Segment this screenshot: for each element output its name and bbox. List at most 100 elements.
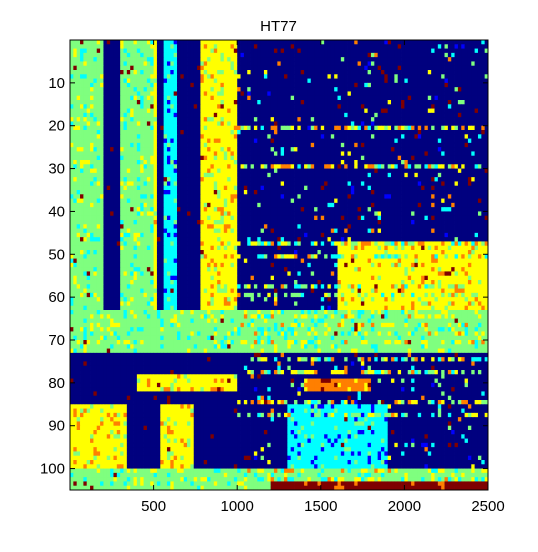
heatmap-cell (187, 117, 191, 122)
heatmap-cell (294, 44, 298, 49)
heatmap-cell (344, 87, 348, 92)
heatmap-cell (344, 48, 348, 54)
heatmap-cell (324, 91, 328, 97)
heatmap-cell (250, 134, 255, 139)
heatmap-cell (467, 202, 472, 208)
heatmap-cell (233, 100, 238, 105)
heatmap-cell (277, 194, 282, 199)
heatmap-cell (180, 78, 185, 84)
heatmap-cell (280, 190, 285, 195)
heatmap-cell (431, 61, 435, 67)
heatmap-cell (190, 130, 195, 135)
heatmap-cell (193, 168, 198, 174)
heatmap-cell (411, 57, 415, 62)
heatmap-cell (116, 70, 121, 75)
heatmap-cell (90, 57, 94, 62)
heatmap-cell (414, 87, 419, 92)
heatmap-cell (354, 87, 358, 92)
heatmap-cell (317, 160, 322, 165)
heatmap-cell (461, 181, 465, 187)
heatmap-cell (447, 134, 452, 139)
heatmap-cell (207, 151, 211, 157)
heatmap-cell (317, 181, 322, 187)
heatmap-cell (253, 194, 258, 199)
heatmap-cell (404, 138, 409, 144)
heatmap-cell (417, 168, 422, 174)
heatmap-cell (320, 185, 325, 191)
heatmap-cell (80, 198, 84, 204)
heatmap-cell (100, 160, 104, 165)
heatmap-cell (297, 207, 302, 212)
heatmap-cell (320, 207, 325, 212)
heatmap-cell (304, 121, 308, 127)
heatmap-cell (250, 121, 255, 127)
heatmap-cell (210, 117, 215, 122)
heatmap-cell (377, 121, 382, 127)
heatmap-cell (447, 108, 452, 114)
heatmap-cell (153, 164, 158, 169)
heatmap-cell (444, 125, 449, 131)
heatmap-cell (387, 177, 392, 182)
heatmap-cell (197, 44, 201, 49)
heatmap-cell (207, 57, 211, 62)
heatmap-cell (277, 44, 282, 49)
heatmap-cell (330, 198, 335, 204)
heatmap-cell (133, 121, 138, 127)
heatmap-cell (140, 78, 144, 84)
heatmap-cell (284, 130, 288, 135)
heatmap-cell (110, 78, 114, 84)
heatmap-cell (340, 112, 345, 118)
heatmap-cell (263, 138, 268, 144)
heatmap-cell (401, 138, 405, 144)
heatmap-cell (146, 74, 151, 79)
heatmap-cell (220, 190, 225, 195)
heatmap-cell (80, 160, 84, 165)
heatmap-cell (73, 181, 78, 187)
heatmap-cell (217, 100, 221, 105)
heatmap-cell (307, 172, 312, 178)
heatmap-cell (210, 177, 215, 182)
heatmap-cell (287, 155, 292, 161)
heatmap-cell (451, 194, 455, 199)
heatmap-cell (347, 78, 352, 84)
heatmap-cell (233, 108, 238, 114)
heatmap-cell (153, 151, 158, 157)
heatmap-cell (70, 198, 74, 204)
heatmap-cell (80, 40, 84, 45)
heatmap-cell (394, 95, 399, 101)
heatmap-cell (96, 74, 101, 79)
heatmap-cell (160, 112, 165, 118)
heatmap-cell (200, 142, 205, 148)
heatmap-cell (223, 207, 228, 212)
heatmap-cell (86, 87, 91, 92)
heatmap-cell (76, 198, 81, 204)
heatmap-cell (451, 138, 455, 144)
heatmap-cell (140, 44, 144, 49)
heatmap-cell (207, 52, 211, 58)
heatmap-cell (297, 138, 302, 144)
heatmap-cell (307, 44, 312, 49)
heatmap-cell (93, 155, 98, 161)
heatmap-cell (424, 104, 429, 109)
heatmap-cell (153, 185, 158, 191)
heatmap-cell (354, 202, 358, 208)
heatmap-cell (484, 57, 488, 62)
heatmap-cell (454, 61, 459, 67)
heatmap-cell (93, 121, 98, 127)
heatmap-cell (407, 185, 412, 191)
heatmap-cell (273, 87, 278, 92)
heatmap-cell (80, 48, 84, 54)
heatmap-cell (260, 95, 265, 101)
heatmap-cell (73, 70, 78, 75)
heatmap-cell (136, 121, 141, 127)
heatmap-cell (263, 194, 268, 199)
heatmap-cell (384, 52, 389, 58)
heatmap-cell (113, 44, 118, 49)
heatmap-cell (170, 74, 175, 79)
heatmap-cell (130, 61, 134, 67)
heatmap-cell (227, 125, 231, 131)
heatmap-cell (477, 172, 482, 178)
heatmap-cell (284, 138, 288, 144)
heatmap-cell (284, 168, 288, 174)
heatmap-cell (287, 168, 292, 174)
